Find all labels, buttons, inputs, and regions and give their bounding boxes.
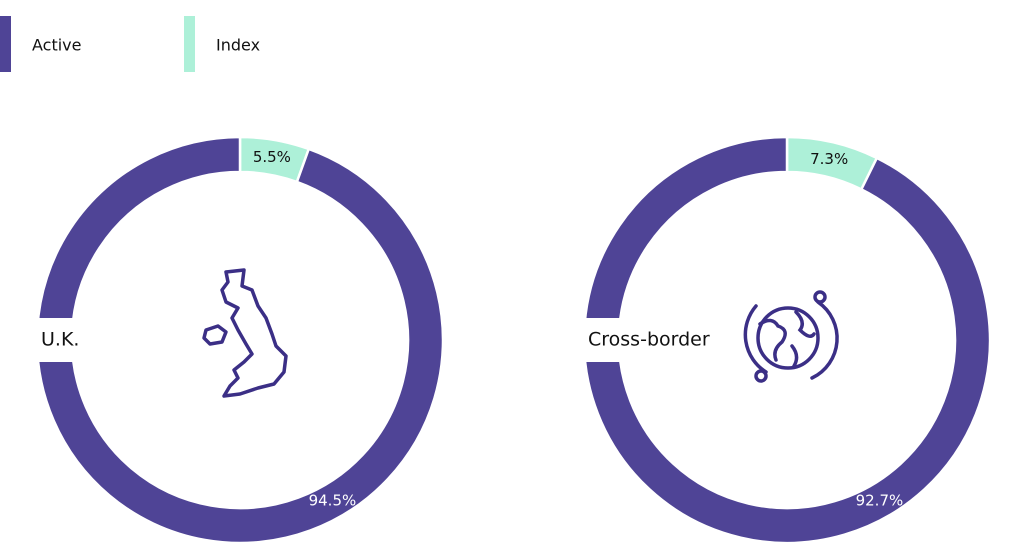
- value-label: 7.3%: [810, 150, 848, 168]
- legend-label: Active: [32, 36, 82, 55]
- globe-icon: [743, 290, 839, 383]
- value-label: 92.7%: [856, 491, 904, 509]
- title-background: [35, 318, 88, 362]
- value-label: 94.5%: [309, 491, 357, 509]
- donut-segment: [35, 135, 445, 545]
- chart-title: Cross-border: [588, 329, 710, 351]
- legend-label: Index: [216, 36, 260, 55]
- title-background: [582, 318, 718, 362]
- value-label: 5.5%: [253, 148, 291, 166]
- legend-swatch: [184, 16, 195, 72]
- chart-title: U.K.: [41, 329, 79, 351]
- legend-swatch: [0, 16, 11, 72]
- donut-segment: [582, 135, 992, 545]
- uk-icon: [202, 268, 288, 398]
